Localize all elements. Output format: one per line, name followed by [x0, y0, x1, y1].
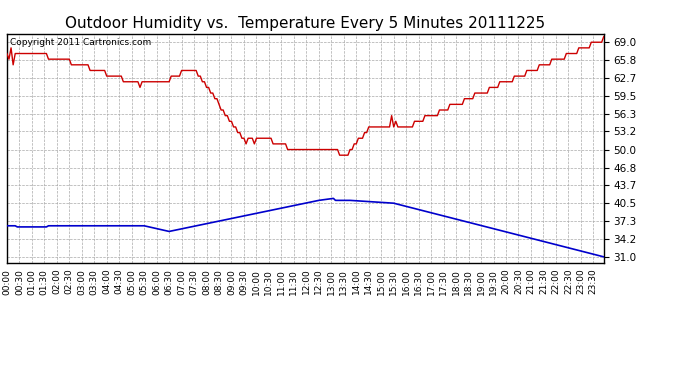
- Text: Copyright 2011 Cartronics.com: Copyright 2011 Cartronics.com: [10, 38, 151, 47]
- Title: Outdoor Humidity vs.  Temperature Every 5 Minutes 20111225: Outdoor Humidity vs. Temperature Every 5…: [66, 16, 545, 31]
